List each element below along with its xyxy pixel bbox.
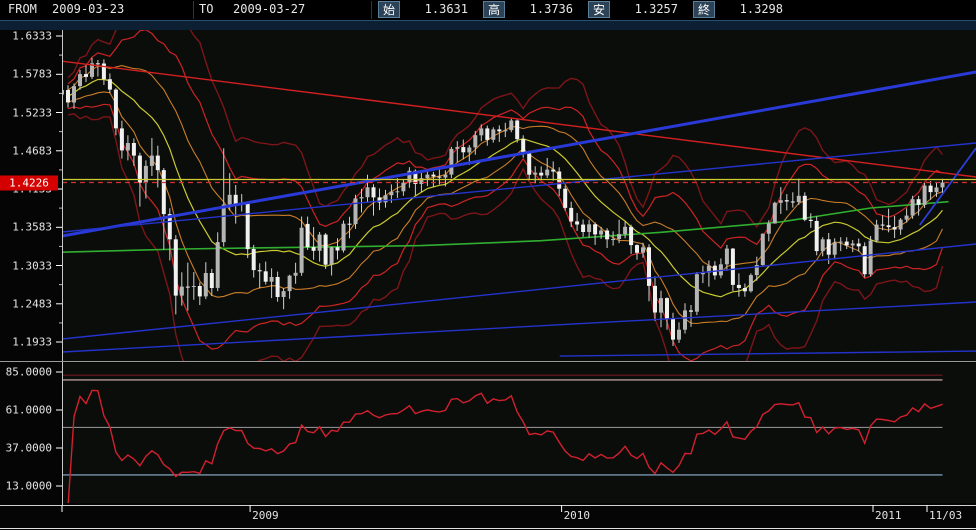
low-badge: 安 [588,1,610,18]
close-badge: 終 [693,1,715,18]
bollinger-lower-1sigma [67,91,943,325]
trendline-4[interactable] [62,301,976,353]
trendline-5[interactable] [559,350,976,357]
time-axis-label: 11/03 [928,509,963,522]
high-value: 1.3736 [529,2,573,16]
price-axis-label: 1.5233 [12,106,52,119]
bollinger-upper-2sigma [67,30,943,250]
close-value: 1.3298 [739,2,783,16]
indicator-plot-background [62,363,976,503]
indicator-axis-label: 61.0000 [5,403,52,417]
to-date-value: 2009-03-27 [233,2,306,16]
time-axis-label: 2011 [875,509,902,522]
rsi-line [67,389,943,503]
bollinger-upper-3sigma [67,30,944,229]
high-badge: 高 [483,1,505,18]
to-label: TO [199,2,214,16]
price-axis-label: 1.2483 [12,297,52,311]
from-label: FROM [8,2,37,16]
trendline-3[interactable] [62,243,976,340]
moving-average-line [67,78,943,298]
topbar-divider [371,1,372,19]
time-axis-label: 2010 [563,509,591,522]
time-axis-label: 2009 [252,509,279,522]
trendline-2[interactable] [62,142,976,233]
price-axis-label: 1.5783 [12,67,52,81]
price-axis-label: 1.4683 [12,144,52,158]
trendline-6[interactable] [919,147,976,226]
from-date-value: 2009-03-23 [52,2,125,16]
indicator-axis-label: 85.0000 [5,365,52,379]
indicator-axis-label: 37.0000 [5,441,52,455]
long-term-ma-line [62,200,949,253]
open-value: 1.3631 [424,2,468,16]
ohlc-readout-bar: FROM 2009-03-23 TO 2009-03-27 始 1.3631 高… [0,0,976,20]
price-axis-label: 1.1933 [12,335,52,349]
price-axis-label: 1.6333 [12,29,52,43]
current-price-label: 1.4226 [0,175,58,191]
price-axis-label: 1.3583 [12,220,52,234]
indicator-axis-label: 13.0000 [5,479,52,493]
trendline-1[interactable] [62,70,976,238]
main-plot-background [62,30,976,361]
topbar-divider [193,1,194,19]
open-badge: 始 [378,1,400,18]
toolbar-strip [0,20,976,30]
bollinger-lower-3sigma [67,113,944,361]
low-value: 1.3257 [634,2,678,16]
price-axis-label: 1.3033 [12,259,52,272]
